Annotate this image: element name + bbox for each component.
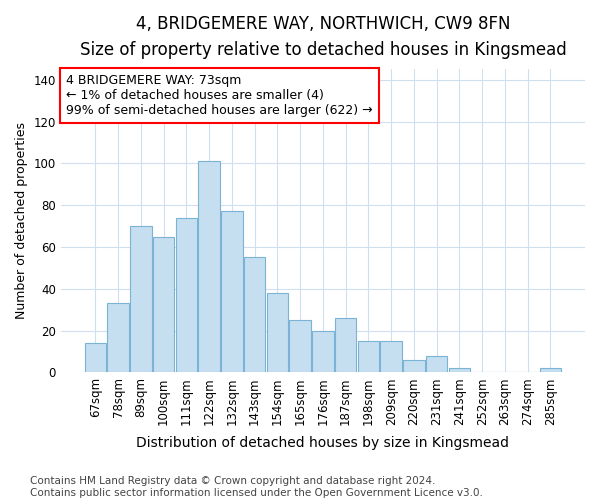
Bar bbox=[221, 212, 243, 372]
Bar bbox=[403, 360, 425, 372]
Bar bbox=[449, 368, 470, 372]
Bar bbox=[539, 368, 561, 372]
Title: 4, BRIDGEMERE WAY, NORTHWICH, CW9 8FN
Size of property relative to detached hous: 4, BRIDGEMERE WAY, NORTHWICH, CW9 8FN Si… bbox=[80, 15, 566, 60]
Bar bbox=[312, 330, 334, 372]
Bar bbox=[335, 318, 356, 372]
Bar bbox=[176, 218, 197, 372]
Bar bbox=[426, 356, 448, 372]
Text: Contains HM Land Registry data © Crown copyright and database right 2024.
Contai: Contains HM Land Registry data © Crown c… bbox=[30, 476, 483, 498]
Bar bbox=[85, 343, 106, 372]
Bar bbox=[266, 293, 288, 372]
X-axis label: Distribution of detached houses by size in Kingsmead: Distribution of detached houses by size … bbox=[136, 436, 509, 450]
Bar bbox=[153, 236, 175, 372]
Bar bbox=[130, 226, 152, 372]
Bar bbox=[199, 162, 220, 372]
Bar bbox=[244, 258, 265, 372]
Bar bbox=[107, 304, 129, 372]
Bar bbox=[358, 341, 379, 372]
Bar bbox=[380, 341, 402, 372]
Y-axis label: Number of detached properties: Number of detached properties bbox=[15, 122, 28, 320]
Text: 4 BRIDGEMERE WAY: 73sqm
← 1% of detached houses are smaller (4)
99% of semi-deta: 4 BRIDGEMERE WAY: 73sqm ← 1% of detached… bbox=[66, 74, 373, 117]
Bar bbox=[289, 320, 311, 372]
